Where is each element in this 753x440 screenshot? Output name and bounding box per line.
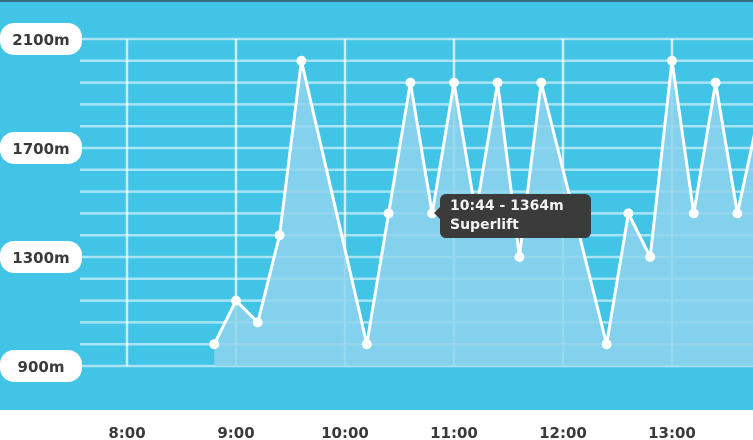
x-tick-label: 11:00	[430, 424, 478, 440]
data-point	[688, 208, 699, 219]
y-tick-1300: 1300m	[0, 241, 82, 273]
data-point	[383, 208, 394, 219]
data-point	[274, 230, 285, 241]
tooltip-lift-name: Superlift	[450, 217, 519, 233]
data-point	[296, 55, 307, 66]
data-point	[623, 208, 634, 219]
data-point	[710, 77, 721, 88]
data-point	[645, 252, 656, 262]
y-tick-label: 1300m	[12, 249, 69, 267]
data-point	[361, 339, 372, 350]
data-point	[209, 339, 220, 350]
data-point	[601, 339, 612, 350]
data-point	[536, 77, 547, 88]
y-axis-labels: 2100m 1700m 1300m 900m	[0, 23, 82, 382]
data-point	[492, 77, 503, 88]
data-point	[405, 77, 416, 88]
data-point	[732, 208, 743, 219]
x-tick-label: 13:00	[648, 424, 696, 440]
data-point-tooltip: 10:44 - 1364m Superlift	[434, 194, 591, 238]
y-tick-label: 1700m	[12, 140, 69, 158]
series-line	[212, 59, 753, 346]
y-tick-label: 900m	[18, 358, 65, 376]
top-border	[0, 0, 753, 2]
x-tick-label: 10:00	[321, 424, 369, 440]
x-axis-labels: 8:00 9:00 10:00 11:00 12:00 13:00	[108, 424, 696, 440]
y-tick-1700: 1700m	[0, 132, 82, 164]
x-tick-label: 9:00	[217, 424, 254, 440]
y-tick-900: 900m	[0, 350, 82, 382]
data-point	[231, 295, 241, 306]
data-point	[252, 317, 263, 328]
x-tick-label: 8:00	[108, 424, 145, 440]
data-point	[449, 77, 459, 88]
y-tick-2100: 2100m	[0, 23, 82, 55]
data-point	[667, 55, 677, 66]
tooltip-time-elevation: 10:44 - 1364m	[450, 198, 564, 214]
x-tick-label: 12:00	[539, 424, 587, 440]
y-tick-label: 2100m	[12, 31, 69, 49]
data-point	[514, 252, 525, 262]
